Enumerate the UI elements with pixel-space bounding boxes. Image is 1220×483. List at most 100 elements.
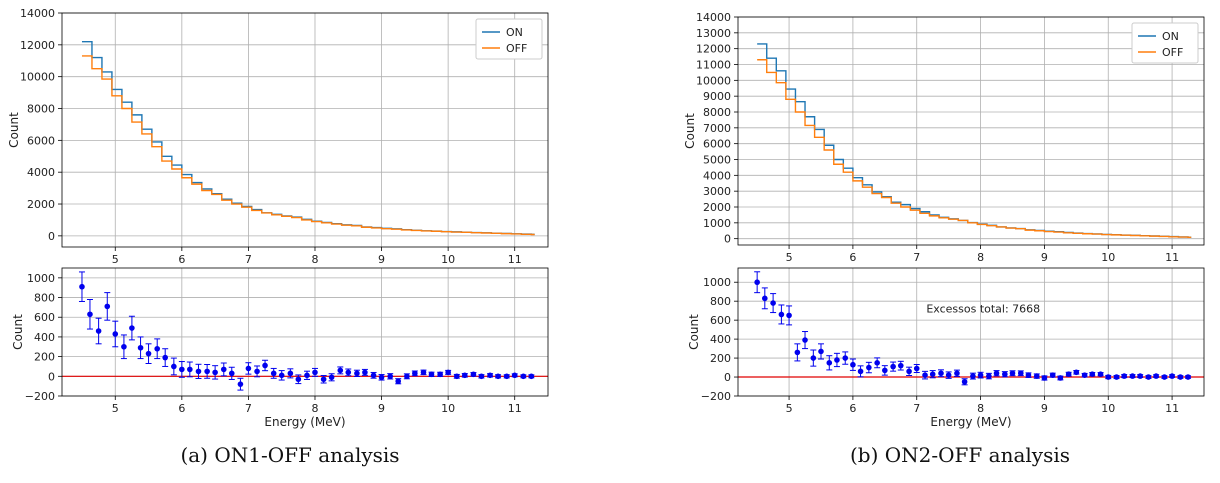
data-point bbox=[287, 370, 294, 377]
y-tick-label: 12000 bbox=[20, 39, 55, 52]
data-point bbox=[362, 369, 368, 376]
data-point bbox=[1137, 373, 1143, 379]
data-point bbox=[1121, 373, 1128, 379]
x-tick-label: 7 bbox=[245, 253, 252, 266]
panel-b-bottom-excess: 5 6 7 8 9 10 11 −200 0 200 400 600 800 1000 Count Energ… bbox=[687, 267, 1205, 429]
x-tick-label: 11 bbox=[1165, 402, 1179, 415]
data-point bbox=[378, 374, 385, 381]
y-axis-label: Count bbox=[7, 112, 21, 148]
data-point bbox=[87, 311, 93, 318]
data-point bbox=[794, 349, 801, 356]
x-axis-label: Energy (MeV) bbox=[930, 415, 1011, 429]
data-point bbox=[890, 363, 896, 370]
y-tick-label: 0 bbox=[724, 233, 731, 246]
x-tick-label: 11 bbox=[508, 253, 522, 266]
data-point bbox=[154, 345, 161, 352]
data-point bbox=[420, 369, 427, 376]
x-tick-label: 8 bbox=[977, 251, 984, 264]
data-point bbox=[1185, 374, 1191, 380]
x-tick-label: 10 bbox=[441, 402, 455, 415]
data-point bbox=[1113, 374, 1120, 380]
data-point bbox=[842, 355, 849, 361]
y-tick-label: 800 bbox=[710, 295, 731, 308]
data-point bbox=[520, 373, 527, 380]
data-point bbox=[906, 368, 912, 375]
y-tick-label: 1000 bbox=[703, 276, 731, 289]
data-point bbox=[1129, 373, 1136, 379]
y-axis-label: Count bbox=[687, 314, 701, 350]
data-point bbox=[79, 283, 85, 290]
data-point bbox=[882, 367, 888, 374]
y-tick-label: 14000 bbox=[20, 7, 55, 20]
data-point bbox=[137, 344, 144, 351]
data-point bbox=[986, 373, 992, 379]
data-point bbox=[228, 370, 235, 377]
data-point bbox=[445, 369, 451, 376]
data-point bbox=[95, 328, 102, 334]
y-tick-label: −200 bbox=[25, 390, 55, 403]
y-tick-label: 0 bbox=[724, 371, 731, 384]
data-point bbox=[220, 366, 227, 373]
x-tick-label: 8 bbox=[311, 402, 318, 415]
panel-b-top-histogram: 5 6 7 8 9 10 11 0 1000 2000 3000 4000 5000 6000 7000 80… bbox=[683, 11, 1205, 264]
data-point bbox=[770, 300, 776, 306]
data-point bbox=[1169, 373, 1175, 379]
axes-frame bbox=[61, 12, 549, 248]
x-tick-label: 9 bbox=[378, 402, 385, 415]
x-tick-label: 10 bbox=[1101, 402, 1115, 415]
y-tick-label: 0 bbox=[48, 370, 55, 383]
data-point bbox=[1153, 373, 1159, 379]
series-line-on bbox=[757, 43, 1192, 238]
data-point bbox=[897, 362, 904, 369]
data-point bbox=[179, 366, 185, 373]
data-point bbox=[1017, 370, 1024, 377]
data-point bbox=[786, 312, 792, 319]
y-tick-label: 1000 bbox=[27, 272, 55, 285]
data-point bbox=[977, 372, 984, 378]
data-point bbox=[1065, 371, 1072, 377]
data-point bbox=[954, 370, 960, 377]
x-tick-label: 7 bbox=[913, 251, 920, 264]
data-point bbox=[171, 363, 177, 370]
data-point bbox=[387, 373, 394, 380]
data-point bbox=[129, 325, 135, 331]
legend-entry-off: OFF bbox=[1162, 46, 1183, 59]
legend-entry-on: ON bbox=[506, 26, 523, 39]
data-point bbox=[922, 372, 928, 378]
data-point bbox=[528, 373, 535, 380]
data-point bbox=[834, 357, 840, 363]
data-point bbox=[370, 372, 377, 379]
data-point bbox=[874, 360, 880, 366]
y-tick-label: 600 bbox=[34, 311, 55, 324]
x-tick-label: 10 bbox=[441, 253, 455, 266]
x-tick-label: 6 bbox=[849, 402, 856, 415]
y-tick-label: 4000 bbox=[27, 166, 55, 179]
y-tick-label: 6000 bbox=[703, 138, 731, 151]
axes-frame bbox=[737, 16, 1205, 246]
y-tick-label: 2000 bbox=[703, 201, 731, 214]
y-tick-label: 14000 bbox=[696, 11, 731, 24]
y-axis-label: Count bbox=[11, 314, 25, 350]
data-point bbox=[1041, 375, 1048, 381]
data-point bbox=[354, 370, 360, 377]
data-point bbox=[395, 378, 402, 385]
y-tick-label: 12000 bbox=[696, 43, 731, 56]
data-point bbox=[212, 369, 218, 376]
x-tick-label: 5 bbox=[112, 253, 119, 266]
data-point bbox=[970, 373, 976, 379]
data-point bbox=[503, 373, 510, 380]
legend: ON OFF bbox=[1131, 22, 1199, 64]
data-point bbox=[437, 371, 443, 378]
axes-frame bbox=[737, 267, 1205, 397]
y-tick-label: 10000 bbox=[20, 71, 55, 84]
data-point bbox=[938, 370, 944, 377]
x-tick-label: 9 bbox=[378, 253, 385, 266]
x-tick-label: 7 bbox=[913, 402, 920, 415]
data-point bbox=[453, 373, 460, 380]
y-tick-label: 1000 bbox=[703, 217, 731, 230]
data-point bbox=[913, 365, 920, 372]
data-point bbox=[762, 295, 768, 302]
data-point bbox=[245, 365, 252, 372]
x-tick-label: 9 bbox=[1041, 402, 1048, 415]
axes-frame bbox=[61, 267, 549, 397]
